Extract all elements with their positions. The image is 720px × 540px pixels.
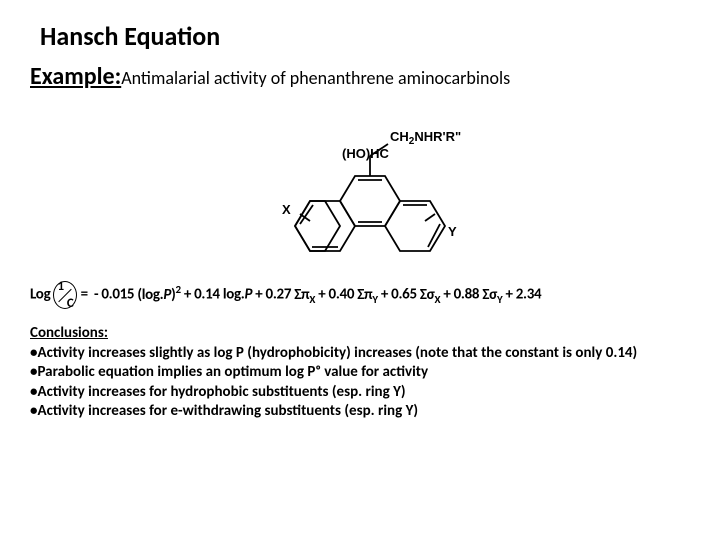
conclusion-item-1: •Parabolic equation implies an optimum l… [30, 363, 428, 381]
conclusions-heading: Conclusions: [30, 324, 108, 342]
conclusions-block: Conclusions: •Activity increases slightl… [30, 324, 690, 422]
conclusion-item-2: •Activity increases for hydrophobic subs… [30, 383, 406, 401]
eq-c1: - 0.015 [94, 286, 134, 304]
eq-c7: 2.34 [516, 286, 542, 304]
structure-y-label: Y [448, 224, 457, 239]
eq-c3: 0.27 [266, 286, 292, 304]
eq-sigma-sigma-y: ΣσY [482, 286, 505, 304]
example-line: Example:Antimalarial activity of phenant… [30, 62, 690, 91]
eq-frac-den: C [67, 296, 74, 311]
eq-c6: 0.88 [454, 286, 480, 304]
phenanthrene-svg: (HO)HC CH2NHR'R" X Y [250, 106, 470, 256]
eq-sigma-pi-x: ΣπX [294, 286, 318, 304]
eq-sigma-pi-y: ΣπY [357, 286, 381, 304]
structure-x-label: X [282, 202, 291, 217]
example-label: Example: [30, 62, 121, 91]
structure-top-group: CH2NHR'R" [390, 129, 461, 147]
eq-logp: log.P [223, 286, 255, 304]
hansch-equation: Log 1 C = - 0.015 (log.P)2 + 0.14 log.P … [30, 281, 690, 309]
eq-c5: 0.65 [391, 286, 417, 304]
conclusion-item-0: •Activity increases slightly as log P (h… [30, 344, 637, 362]
eq-fraction: 1 C [53, 281, 77, 309]
conclusion-item-3: •Activity increases for e-withdrawing su… [30, 402, 418, 420]
eq-sigma-sigma-x: ΣσX [420, 286, 443, 304]
eq-c2: 0.14 [194, 286, 220, 304]
page-title: Hansch Equation [40, 20, 690, 52]
example-description: Antimalarial activity of phenanthrene am… [121, 67, 510, 89]
eq-log: Log [30, 286, 50, 304]
eq-equals: = [81, 286, 88, 304]
eq-c4: 0.40 [329, 286, 355, 304]
chemical-structure: (HO)HC CH2NHR'R" X Y [30, 106, 690, 261]
structure-oh-label: (HO)HC [342, 146, 390, 161]
eq-frac-num: 1 [57, 279, 63, 294]
eq-logp2: (log.P)2 [137, 286, 180, 304]
